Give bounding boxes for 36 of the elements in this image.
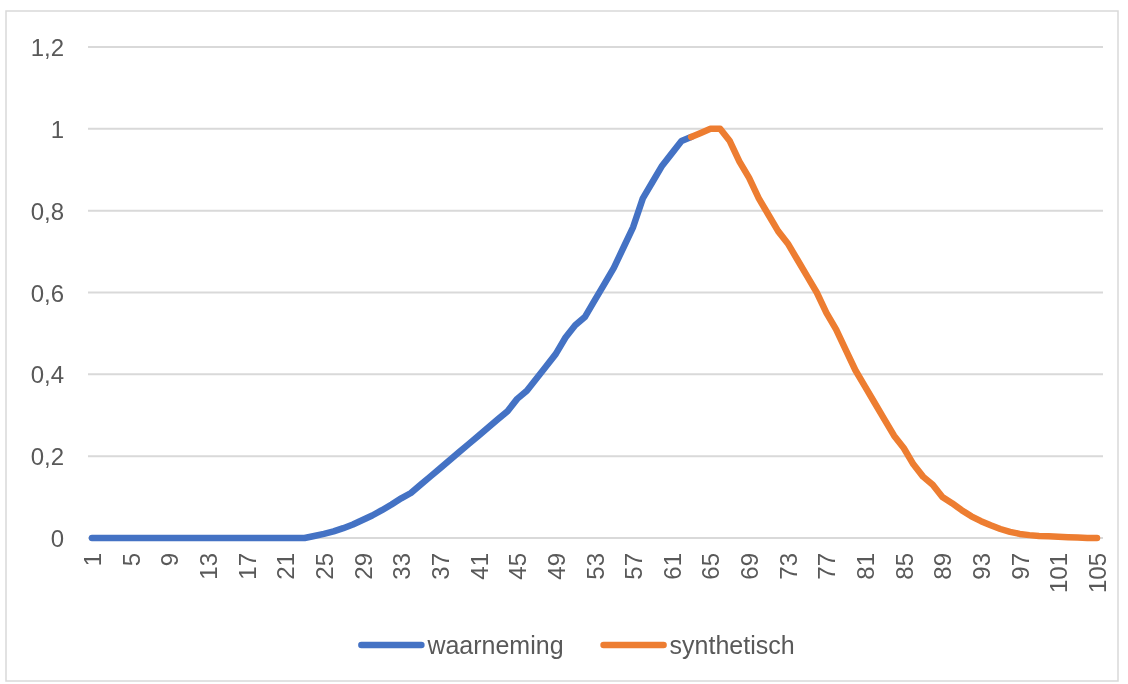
y-tick-label: 1 — [50, 115, 64, 143]
x-tick-label: 89 — [928, 553, 956, 580]
y-tick-label: 0,4 — [30, 360, 64, 388]
x-tick-label: 69 — [735, 553, 763, 580]
x-tick-label: 33 — [387, 553, 415, 580]
x-tick-label: 13 — [194, 553, 222, 580]
x-tick-label: 77 — [812, 553, 840, 580]
x-tick-label: 85 — [890, 553, 918, 580]
x-tick-label: 101 — [1044, 553, 1072, 594]
y-tick-label: 0,8 — [30, 197, 64, 225]
y-tick-label: 0,6 — [30, 279, 64, 306]
x-tick-label: 41 — [465, 553, 493, 580]
y-tick-label: 0,2 — [30, 442, 64, 470]
x-tick-label: 37 — [426, 553, 454, 580]
x-tick-label: 73 — [774, 553, 802, 580]
legend-label: synthetisch — [669, 631, 795, 659]
x-tick-label: 61 — [658, 553, 686, 580]
x-tick-label: 93 — [967, 553, 995, 580]
x-tick-label: 53 — [581, 553, 608, 580]
x-tick-label: 105 — [1083, 553, 1111, 594]
x-tick-label: 29 — [349, 553, 377, 580]
x-tick-label: 9 — [155, 553, 183, 567]
legend-label: waarneming — [426, 631, 564, 659]
x-tick-label: 65 — [696, 553, 724, 580]
y-tick-label: 1,2 — [30, 33, 64, 61]
x-tick-label: 1 — [78, 553, 106, 567]
x-tick-label: 21 — [271, 553, 299, 580]
y-tick-label: 0 — [50, 524, 64, 552]
x-tick-label: 25 — [310, 553, 338, 580]
x-tick-label: 81 — [851, 553, 879, 580]
x-tick-label: 5 — [117, 553, 145, 567]
x-tick-label: 57 — [619, 553, 647, 580]
x-tick-label: 45 — [503, 553, 531, 580]
x-tick-label: 17 — [233, 553, 261, 580]
x-tick-label: 49 — [542, 553, 570, 580]
x-tick-label: 97 — [1006, 553, 1034, 580]
